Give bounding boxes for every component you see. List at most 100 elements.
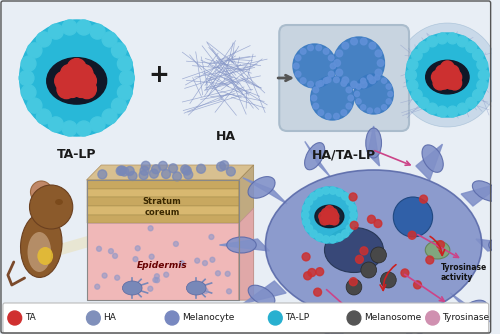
Circle shape [102, 109, 117, 124]
Circle shape [76, 121, 91, 136]
Circle shape [300, 48, 306, 54]
Ellipse shape [226, 237, 256, 253]
Circle shape [330, 212, 339, 221]
Circle shape [216, 162, 226, 171]
Circle shape [62, 121, 77, 136]
Ellipse shape [186, 281, 206, 295]
Circle shape [140, 166, 149, 175]
Circle shape [78, 71, 96, 91]
Circle shape [472, 90, 484, 101]
Polygon shape [86, 189, 239, 197]
Circle shape [477, 59, 488, 70]
Circle shape [336, 234, 343, 241]
Ellipse shape [248, 285, 275, 306]
Circle shape [427, 36, 438, 47]
Circle shape [356, 99, 361, 104]
Circle shape [350, 81, 358, 88]
Circle shape [418, 42, 429, 52]
Circle shape [412, 49, 422, 60]
Circle shape [21, 85, 36, 100]
Text: HA/TA-LP: HA/TA-LP [312, 148, 376, 161]
Circle shape [96, 246, 102, 251]
Circle shape [316, 45, 322, 51]
Circle shape [296, 55, 301, 61]
Circle shape [318, 110, 324, 116]
Circle shape [346, 198, 354, 205]
Ellipse shape [38, 247, 53, 265]
Circle shape [316, 81, 322, 87]
Circle shape [76, 20, 91, 35]
Circle shape [326, 113, 331, 119]
Circle shape [368, 108, 372, 113]
Circle shape [90, 24, 105, 39]
Circle shape [330, 63, 336, 69]
Text: Stratum
coreum: Stratum coreum [143, 197, 182, 217]
Circle shape [165, 311, 179, 325]
Circle shape [195, 258, 200, 263]
Circle shape [407, 80, 418, 91]
Circle shape [319, 212, 328, 221]
Circle shape [426, 311, 440, 325]
Ellipse shape [20, 212, 62, 278]
Circle shape [360, 105, 366, 110]
Circle shape [336, 69, 342, 76]
Circle shape [440, 61, 454, 75]
Circle shape [356, 256, 364, 264]
Circle shape [448, 76, 462, 90]
Ellipse shape [472, 181, 499, 201]
Circle shape [62, 20, 77, 35]
Ellipse shape [426, 60, 469, 94]
Circle shape [334, 113, 339, 119]
FancyBboxPatch shape [279, 25, 409, 131]
Circle shape [349, 204, 356, 212]
Ellipse shape [405, 333, 425, 334]
Circle shape [302, 253, 310, 261]
Ellipse shape [322, 333, 342, 334]
Circle shape [334, 77, 339, 82]
Circle shape [349, 218, 356, 225]
Circle shape [378, 60, 384, 66]
Circle shape [440, 72, 454, 86]
Text: Tyrosinase
activity: Tyrosinase activity [440, 263, 486, 283]
Circle shape [433, 76, 447, 90]
Text: TA-LP: TA-LP [285, 314, 310, 323]
Circle shape [36, 109, 51, 124]
Circle shape [457, 103, 468, 114]
Polygon shape [416, 144, 442, 180]
Circle shape [180, 261, 184, 266]
Circle shape [225, 271, 230, 276]
Circle shape [436, 241, 444, 249]
Circle shape [78, 79, 96, 99]
Circle shape [418, 98, 429, 109]
Circle shape [438, 75, 451, 89]
Circle shape [322, 215, 332, 224]
Circle shape [72, 78, 90, 98]
Circle shape [324, 48, 329, 54]
Text: Melanosome: Melanosome [364, 314, 421, 323]
Circle shape [112, 98, 126, 113]
Circle shape [302, 218, 310, 225]
Circle shape [477, 80, 488, 91]
Polygon shape [476, 239, 500, 251]
Text: HA: HA [216, 130, 236, 143]
Circle shape [382, 78, 386, 83]
Ellipse shape [28, 232, 51, 272]
Circle shape [220, 161, 228, 170]
Circle shape [437, 33, 448, 44]
Circle shape [148, 286, 153, 291]
Ellipse shape [366, 128, 382, 158]
Circle shape [118, 85, 132, 100]
Polygon shape [86, 197, 239, 206]
Circle shape [158, 161, 168, 170]
Circle shape [102, 273, 107, 278]
Circle shape [341, 80, 346, 86]
Polygon shape [220, 239, 270, 251]
Text: Melanocyte: Melanocyte [182, 314, 234, 323]
Circle shape [437, 106, 448, 117]
Circle shape [375, 75, 380, 80]
Circle shape [268, 311, 282, 325]
Circle shape [420, 195, 428, 203]
Circle shape [330, 216, 339, 225]
Circle shape [19, 70, 34, 86]
Circle shape [336, 50, 342, 57]
